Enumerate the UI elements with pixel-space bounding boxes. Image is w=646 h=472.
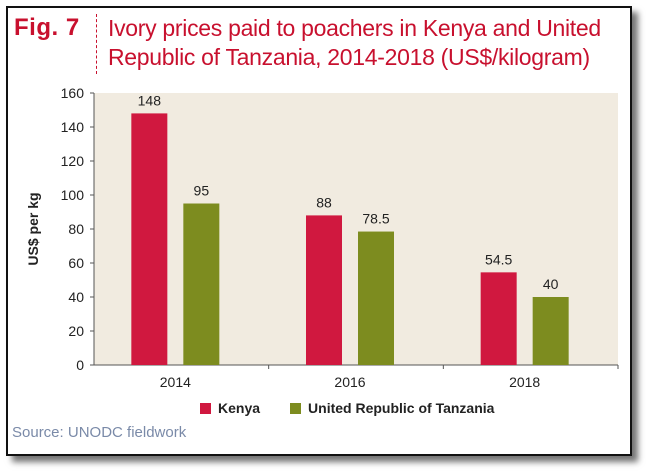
y-tick-label: 140 — [61, 119, 85, 135]
y-tick-label: 20 — [68, 323, 84, 339]
bar-tanzania-2016 — [358, 231, 394, 365]
x-tick-label: 2018 — [509, 374, 540, 390]
legend-item-tanzania: United Republic of Tanzania — [290, 400, 494, 416]
legend-label-kenya: Kenya — [218, 400, 261, 416]
title-divider — [96, 14, 97, 74]
bar-value-label: 95 — [194, 183, 210, 199]
source-note: Source: UNODC fieldwork — [12, 424, 187, 441]
y-tick-label: 40 — [68, 289, 84, 305]
bar-value-label: 40 — [543, 276, 559, 292]
legend: Kenya United Republic of Tanzania — [200, 400, 518, 416]
bar-chart: 0 20 40 60 80 100 120 140 160 2014 2016 2018 148 95… — [25, 85, 619, 390]
legend-swatch-tanzania — [290, 402, 302, 414]
y-tick-label: 60 — [68, 255, 84, 271]
chart-title-line-2: Republic of Tanzania, 2014-2018 (US$/kil… — [108, 44, 590, 70]
y-tick-label: 80 — [68, 221, 84, 237]
legend-swatch-kenya — [200, 402, 211, 414]
bar-value-label: 78.5 — [362, 211, 389, 227]
bar-value-label: 54.5 — [485, 251, 512, 267]
bar-value-label: 88 — [316, 194, 332, 210]
y-tick-label: 100 — [61, 187, 85, 203]
bar-kenya-2014 — [131, 113, 168, 366]
bar-kenya-2018 — [480, 272, 517, 365]
y-tick-label: 120 — [61, 153, 85, 169]
x-axis: 2014 2016 2018 — [94, 364, 619, 390]
legend-label-tanzania: United Republic of Tanzania — [308, 400, 495, 416]
bar-kenya-2016 — [306, 215, 342, 365]
figure-label: Fig. 7 — [14, 14, 80, 41]
y-axis: 0 20 40 60 80 100 120 140 160 — [61, 85, 95, 373]
chart-title: Ivory prices paid to poachers in Kenya a… — [108, 14, 608, 72]
chart-title-line-1: Ivory prices paid to poachers in Kenya a… — [108, 15, 601, 41]
legend-item-kenya: Kenya — [200, 400, 260, 416]
bar-value-label: 148 — [138, 92, 162, 108]
x-tick-label: 2014 — [160, 374, 191, 390]
bar-tanzania-2018 — [532, 297, 569, 365]
plot-background — [94, 93, 618, 365]
y-tick-label: 160 — [61, 85, 85, 101]
y-tick-label: 0 — [76, 357, 84, 373]
bars — [131, 113, 569, 366]
y-axis-label: US$ per kg — [25, 192, 41, 265]
bar-labels: 148 95 88 78.5 54.5 40 — [138, 92, 559, 292]
bar-tanzania-2014 — [183, 203, 220, 365]
x-tick-label: 2016 — [334, 374, 365, 390]
